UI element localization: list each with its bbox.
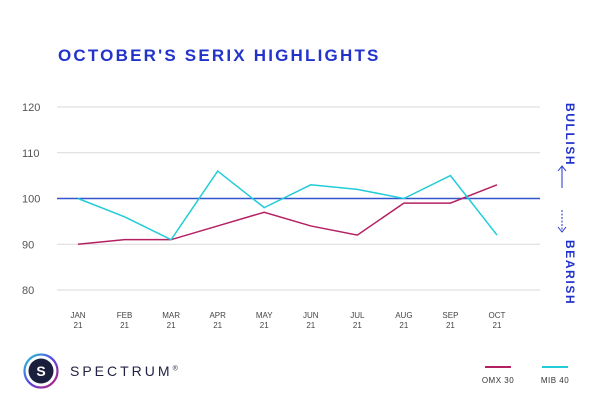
bullish-label: BULLISH [563,103,577,166]
x-tick-label: AUG 21 [395,311,412,330]
x-tick-label: JUL 21 [350,311,365,330]
series-mib40-line [77,169,498,241]
bearish-arrow-head-icon [557,226,567,233]
brand-name: SPECTRUM® [70,363,178,379]
y-tick-label: 110 [22,148,40,160]
y-tick-label: 90 [22,239,34,251]
x-tick-label: SEP 21 [442,311,458,330]
bearish-indicator: BEARISH [557,210,577,305]
legend-omx30-swatch [485,366,511,368]
spectrum-logo: S SPECTRUM® [22,352,178,390]
x-tick-label: MAY 21 [256,311,273,330]
x-tick-label: OCT 21 [489,311,506,330]
x-tick-label: JAN 21 [70,311,85,330]
legend-mib40-label: MIB 40 [540,376,570,385]
legend-omx30-label: OMX 30 [481,376,515,385]
x-tick-label: FEB 21 [117,311,133,330]
y-tick-label: 80 [22,285,34,297]
x-tick-label: APR 21 [209,311,226,330]
svg-text:S: S [36,363,45,379]
bearish-label: BEARISH [563,240,577,305]
bullish-indicator: BULLISH [557,103,577,188]
legend-mib40: MIB 40 [520,366,590,385]
series-omx30-line [77,184,498,245]
spectrum-logo-icon: S [23,353,59,389]
x-tick-label: MAR 21 [162,311,180,330]
y-tick-label: 100 [22,194,40,206]
chart-title: OCTOBER'S SERIX HIGHLIGHTS [58,46,381,65]
legend-mib40-swatch [542,366,568,368]
x-tick-label: JUN 21 [303,311,319,330]
bullish-arrow-head-icon [557,165,567,172]
legend-omx30: OMX 30 [463,366,533,385]
y-tick-label: 120 [22,102,40,114]
